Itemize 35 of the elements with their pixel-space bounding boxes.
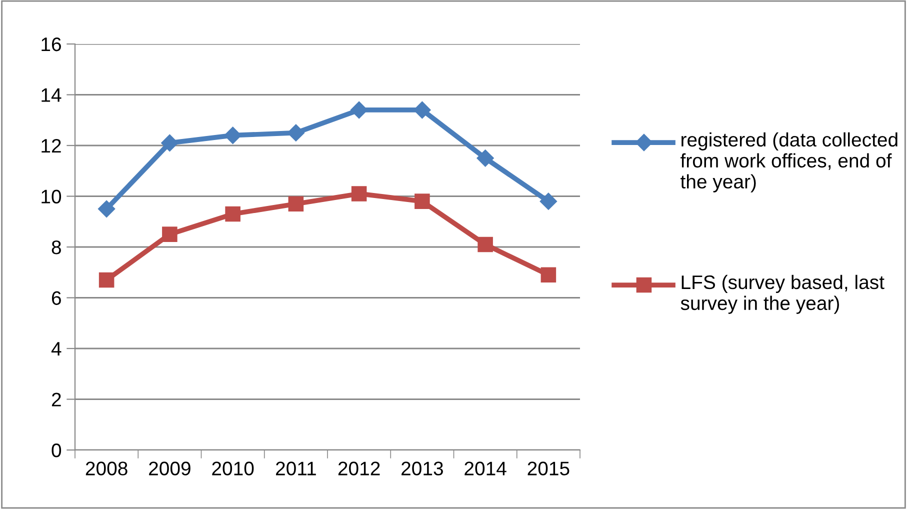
legend-label: registered (data collected from work offices, end of the year) — [680, 132, 898, 192]
y-tick-label: 4 — [51, 342, 62, 356]
point — [288, 196, 304, 212]
x-tick-label: 2011 — [276, 462, 316, 476]
point — [161, 134, 178, 152]
point — [225, 206, 240, 222]
x-tick-label: 2012 — [338, 462, 380, 476]
y-tick-label: 0 — [52, 443, 62, 458]
point — [98, 200, 116, 218]
point — [351, 186, 367, 202]
x-tick-label: 2008 — [86, 462, 128, 476]
point — [98, 272, 114, 288]
point — [414, 101, 431, 119]
y-tick-label: 12 — [42, 138, 61, 153]
point — [287, 124, 304, 142]
y-tick-label: 10 — [42, 190, 62, 204]
legend-label: LFS (survey based, last survey in the year) — [680, 274, 884, 314]
y-tick-label: 14 — [42, 88, 62, 102]
x-tick-label: 2013 — [402, 462, 443, 476]
point — [540, 192, 557, 210]
y-tick-label: 8 — [52, 240, 61, 254]
point — [540, 267, 556, 283]
point — [350, 101, 368, 119]
y-tick-label: 2 — [52, 392, 61, 406]
x-tick-label: 2014 — [464, 462, 506, 476]
point — [224, 126, 242, 144]
point — [478, 236, 493, 252]
x-tick-label: 2009 — [149, 462, 190, 476]
point — [476, 150, 494, 167]
point — [162, 226, 178, 242]
x-tick-label: 2015 — [528, 462, 570, 476]
point — [414, 194, 430, 209]
y-tick-label: 16 — [42, 37, 61, 52]
y-tick-label: 6 — [52, 291, 61, 305]
x-tick-label: 2010 — [212, 462, 254, 476]
